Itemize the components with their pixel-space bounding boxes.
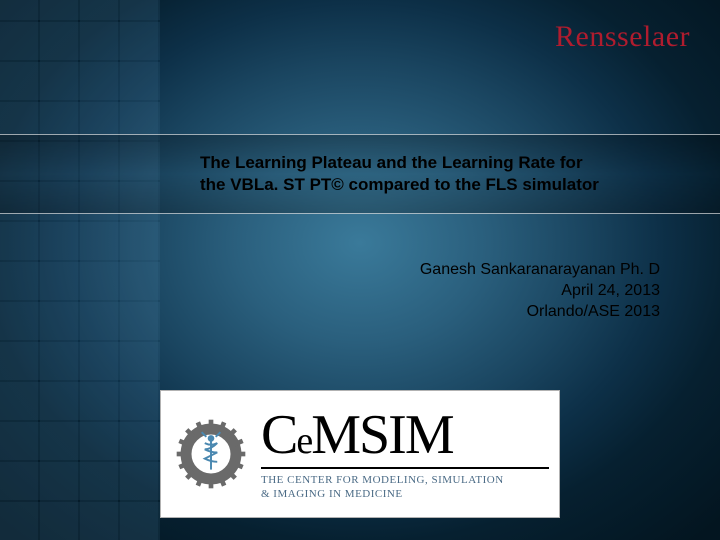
logo-letters-msim: MSIM: [311, 407, 452, 463]
title-line-1: The Learning Plateau and the Learning Ra…: [200, 153, 583, 172]
author-name: Ganesh Sankaranarayanan Ph. D: [420, 260, 660, 281]
gear-caduceus-icon: [172, 415, 250, 493]
author-block: Ganesh Sankaranarayanan Ph. D April 24, …: [420, 260, 660, 322]
title-band: The Learning Plateau and the Learning Ra…: [0, 134, 720, 214]
presentation-venue: Orlando/ASE 2013: [420, 302, 660, 323]
logo-subtitle: THE CENTER FOR MODELING, SIMULATION & IM…: [261, 467, 549, 502]
slide-title: The Learning Plateau and the Learning Ra…: [200, 152, 599, 196]
presentation-date: April 24, 2013: [420, 281, 660, 302]
logo-sub-line-1: THE CENTER FOR MODELING, SIMULATION: [261, 473, 549, 487]
left-grid-pattern: [0, 0, 160, 540]
cemsim-logo: CeMSIM THE CENTER FOR MODELING, SIMULATI…: [160, 390, 560, 518]
logo-letter-e: e: [296, 422, 311, 460]
logo-text-block: CeMSIM THE CENTER FOR MODELING, SIMULATI…: [261, 391, 559, 517]
title-line-2: the VBLa. ST PT© compared to the FLS sim…: [200, 175, 599, 194]
slide-root: Rensselaer The Learning Plateau and the …: [0, 0, 720, 540]
logo-sub-line-2: & IMAGING IN MEDICINE: [261, 487, 549, 501]
logo-badge: [161, 391, 261, 517]
logo-wordmark: CeMSIM: [261, 407, 549, 463]
university-brand: Rensselaer: [555, 20, 690, 54]
logo-letter-c: C: [261, 407, 296, 463]
